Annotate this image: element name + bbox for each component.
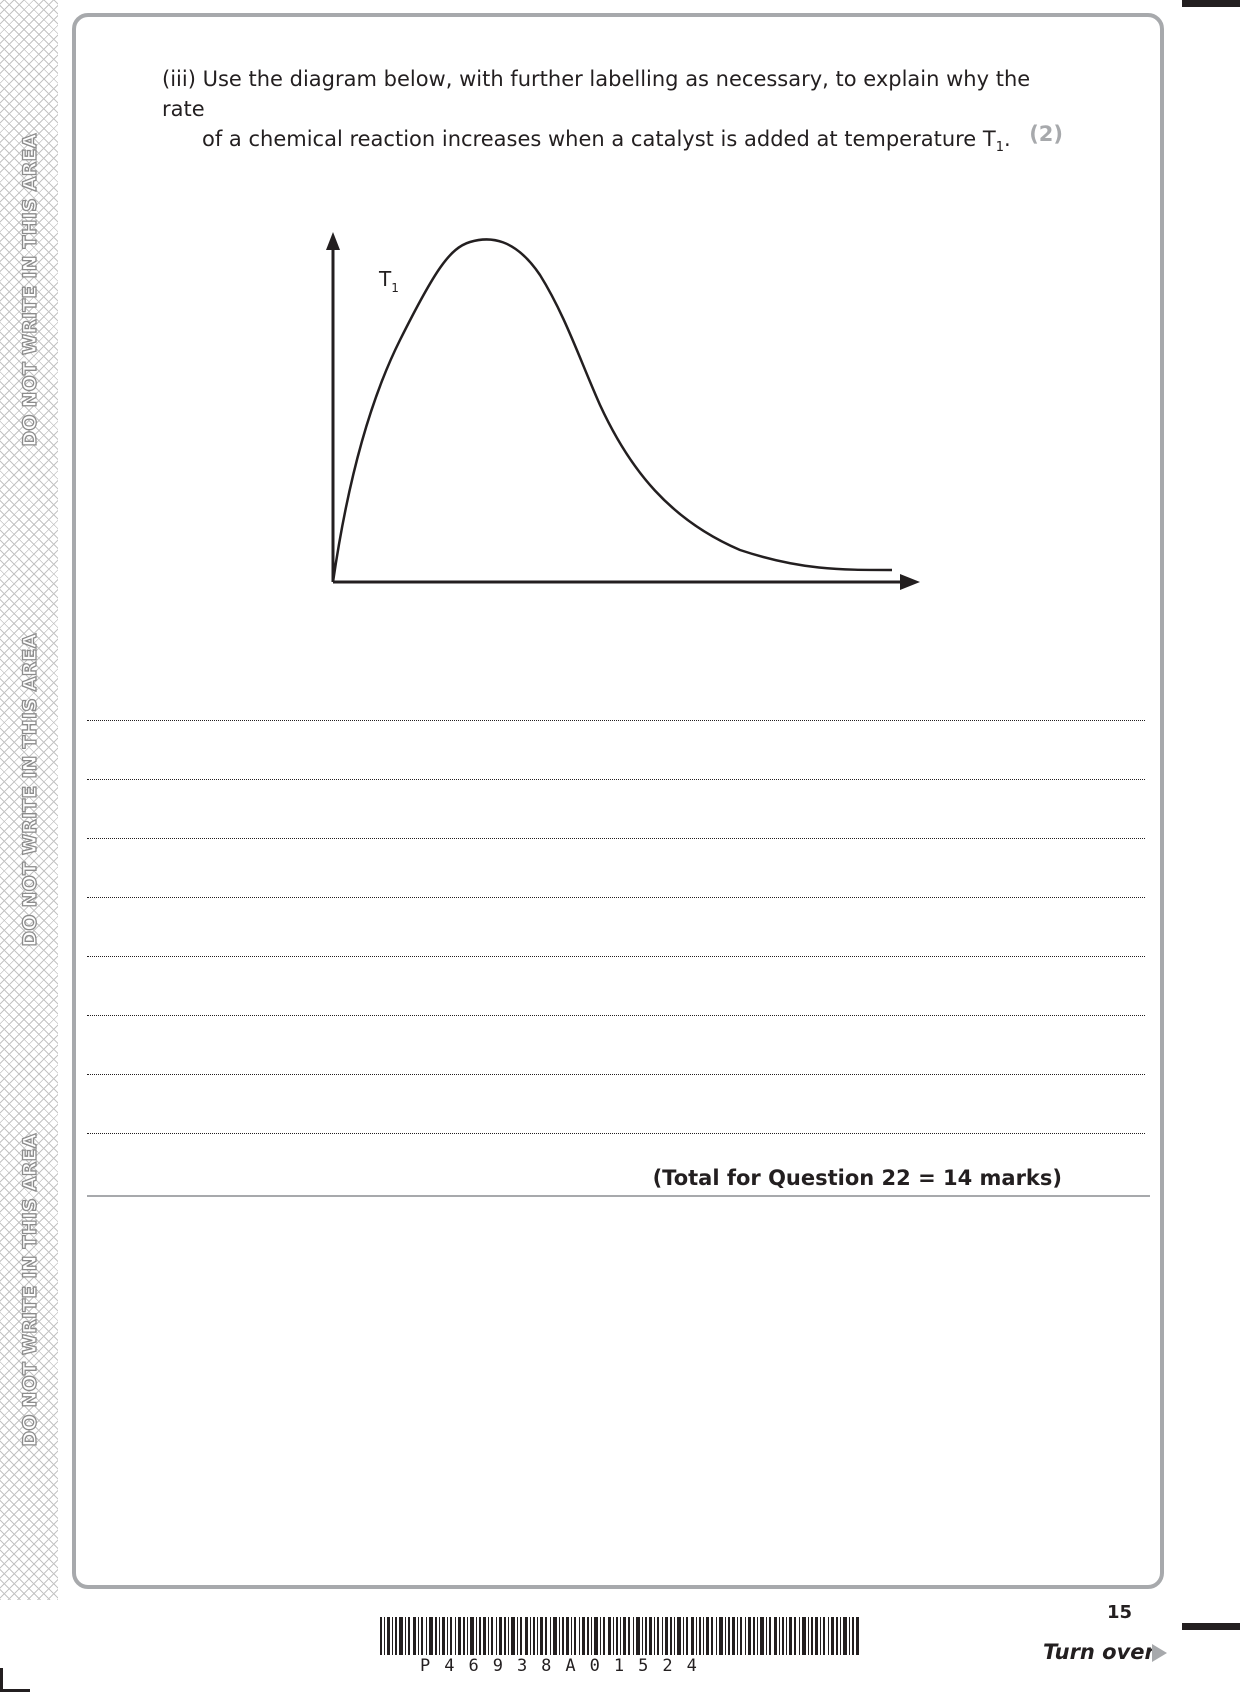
- question-line-2: of a chemical reaction increases when a …: [202, 127, 1011, 156]
- answer-line[interactable]: [87, 1074, 1145, 1075]
- question-text: (iii) Use the diagram below, with furthe…: [162, 64, 1067, 163]
- question-number: (iii): [162, 67, 196, 91]
- corner-mark: [0, 1689, 30, 1692]
- corner-mark: [1182, 1623, 1240, 1630]
- side-warning: DO NOT WRITE IN THIS AREA: [18, 133, 41, 448]
- answer-line[interactable]: [87, 720, 1145, 721]
- corner-mark: [1182, 0, 1240, 7]
- corner-mark: [0, 1668, 3, 1692]
- turn-over-label: Turn over: [1043, 1640, 1155, 1664]
- x-axis-arrowhead: [900, 574, 920, 590]
- t1-curve: [331, 238, 893, 583]
- answer-line[interactable]: [87, 1133, 1145, 1134]
- side-warning: DO NOT WRITE IN THIS AREA: [18, 633, 41, 948]
- answer-line[interactable]: [87, 779, 1145, 780]
- side-warning: DO NOT WRITE IN THIS AREA: [18, 1133, 41, 1448]
- answer-line[interactable]: [87, 897, 1145, 898]
- barcode: [380, 1617, 859, 1655]
- total-divider: [87, 1195, 1150, 1197]
- barcode-digits: P46938A01524: [420, 1656, 711, 1676]
- question-total: (Total for Question 22 = 14 marks): [652, 1166, 1062, 1190]
- answer-frame: [72, 13, 1164, 1589]
- y-axis-arrowhead: [326, 232, 340, 250]
- margin-hatch: [0, 0, 58, 1600]
- answer-line[interactable]: [87, 1015, 1145, 1016]
- curve-label-t1: T1: [378, 267, 399, 295]
- distribution-diagram: T1: [326, 232, 920, 590]
- marks-label: (2): [1029, 122, 1063, 146]
- play-arrow-icon: [1152, 1644, 1167, 1662]
- answer-line[interactable]: [87, 956, 1145, 957]
- answer-line[interactable]: [87, 838, 1145, 839]
- page-number: 15: [1107, 1602, 1133, 1623]
- question-line-1: (iii) Use the diagram below, with furthe…: [162, 67, 1031, 121]
